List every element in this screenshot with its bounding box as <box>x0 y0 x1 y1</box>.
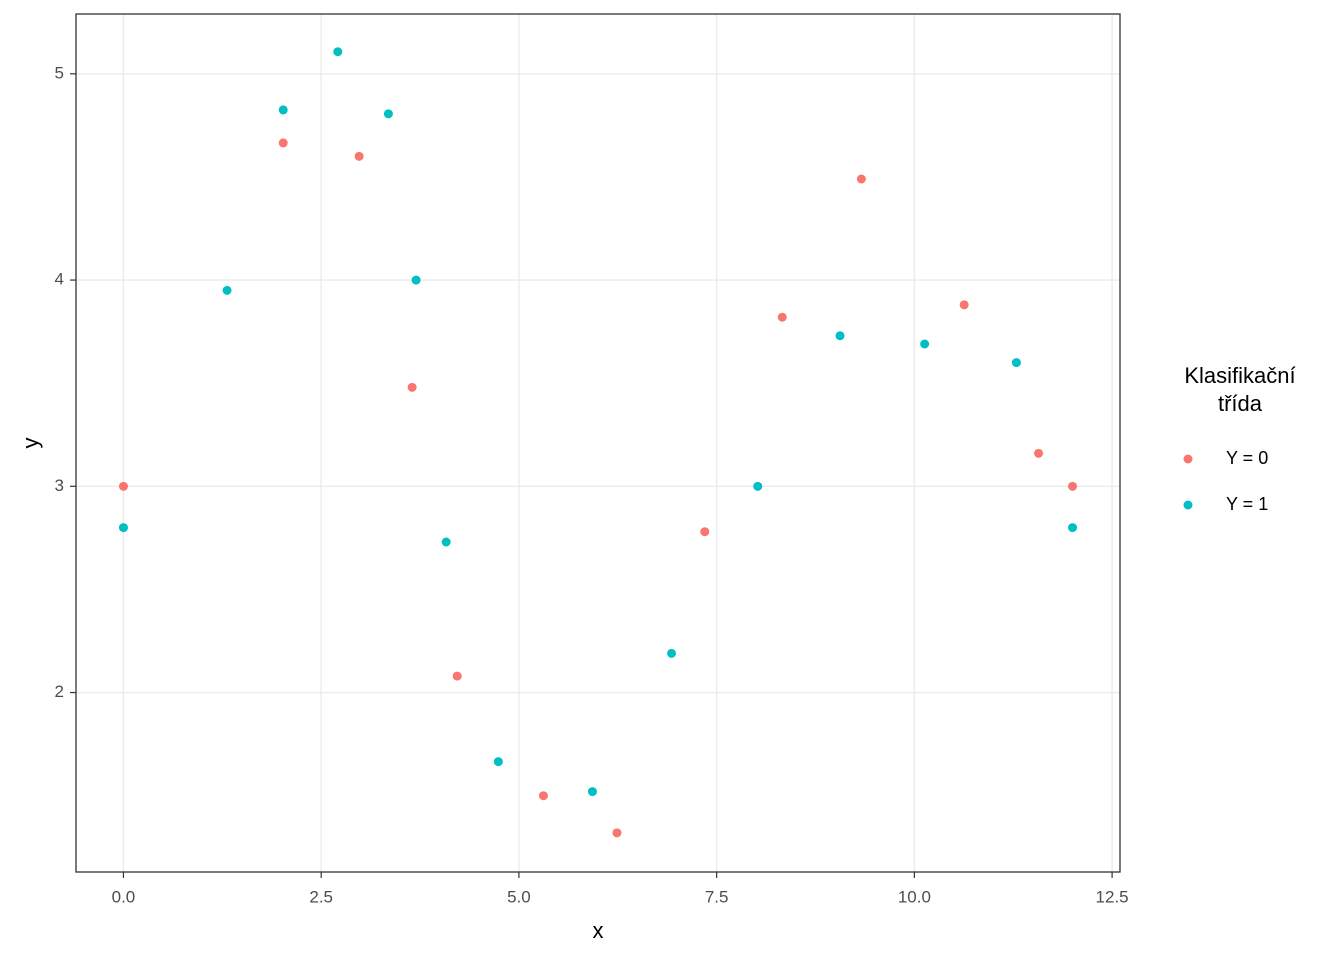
legend-marker <box>1183 500 1193 510</box>
x-tick-label: 7.5 <box>705 887 729 906</box>
y-axis-title: y <box>18 438 43 449</box>
point <box>835 331 845 341</box>
x-tick-label: 2.5 <box>309 887 333 906</box>
point <box>700 527 710 537</box>
point <box>493 757 503 767</box>
x-axis-title: x <box>593 918 604 943</box>
point <box>407 382 417 392</box>
point <box>538 791 548 801</box>
point <box>753 481 763 491</box>
legend-label: Y = 0 <box>1226 448 1268 468</box>
point <box>333 47 343 57</box>
x-tick-label: 0.0 <box>112 887 136 906</box>
point <box>1011 358 1021 368</box>
point <box>1068 523 1078 533</box>
panel-border <box>75 13 1121 873</box>
point <box>354 151 364 161</box>
point <box>222 285 232 295</box>
x-tick-label: 5.0 <box>507 887 531 906</box>
point <box>612 828 622 838</box>
y-tick-label: 3 <box>55 476 64 495</box>
y-tick-label: 4 <box>55 270 64 289</box>
point <box>411 275 421 285</box>
point <box>920 339 930 349</box>
point <box>587 787 597 797</box>
point <box>278 105 288 115</box>
point <box>441 537 451 547</box>
panel-background <box>76 14 1120 872</box>
legend-marker <box>1183 454 1193 464</box>
point <box>1034 448 1044 458</box>
point <box>959 300 969 310</box>
point <box>118 481 128 491</box>
point <box>667 648 677 658</box>
x-tick-label: 12.5 <box>1096 887 1129 906</box>
y-tick-label: 2 <box>55 682 64 701</box>
point <box>278 138 288 148</box>
point <box>118 523 128 533</box>
point <box>1068 481 1078 491</box>
point <box>856 174 866 184</box>
legend-title: Klasifikační třída <box>1184 363 1296 416</box>
x-tick-label: 10.0 <box>898 887 931 906</box>
legend-label: Y = 1 <box>1226 494 1268 514</box>
point <box>452 671 462 681</box>
y-tick-label: 5 <box>55 63 64 82</box>
point <box>777 312 787 322</box>
point <box>383 109 393 119</box>
